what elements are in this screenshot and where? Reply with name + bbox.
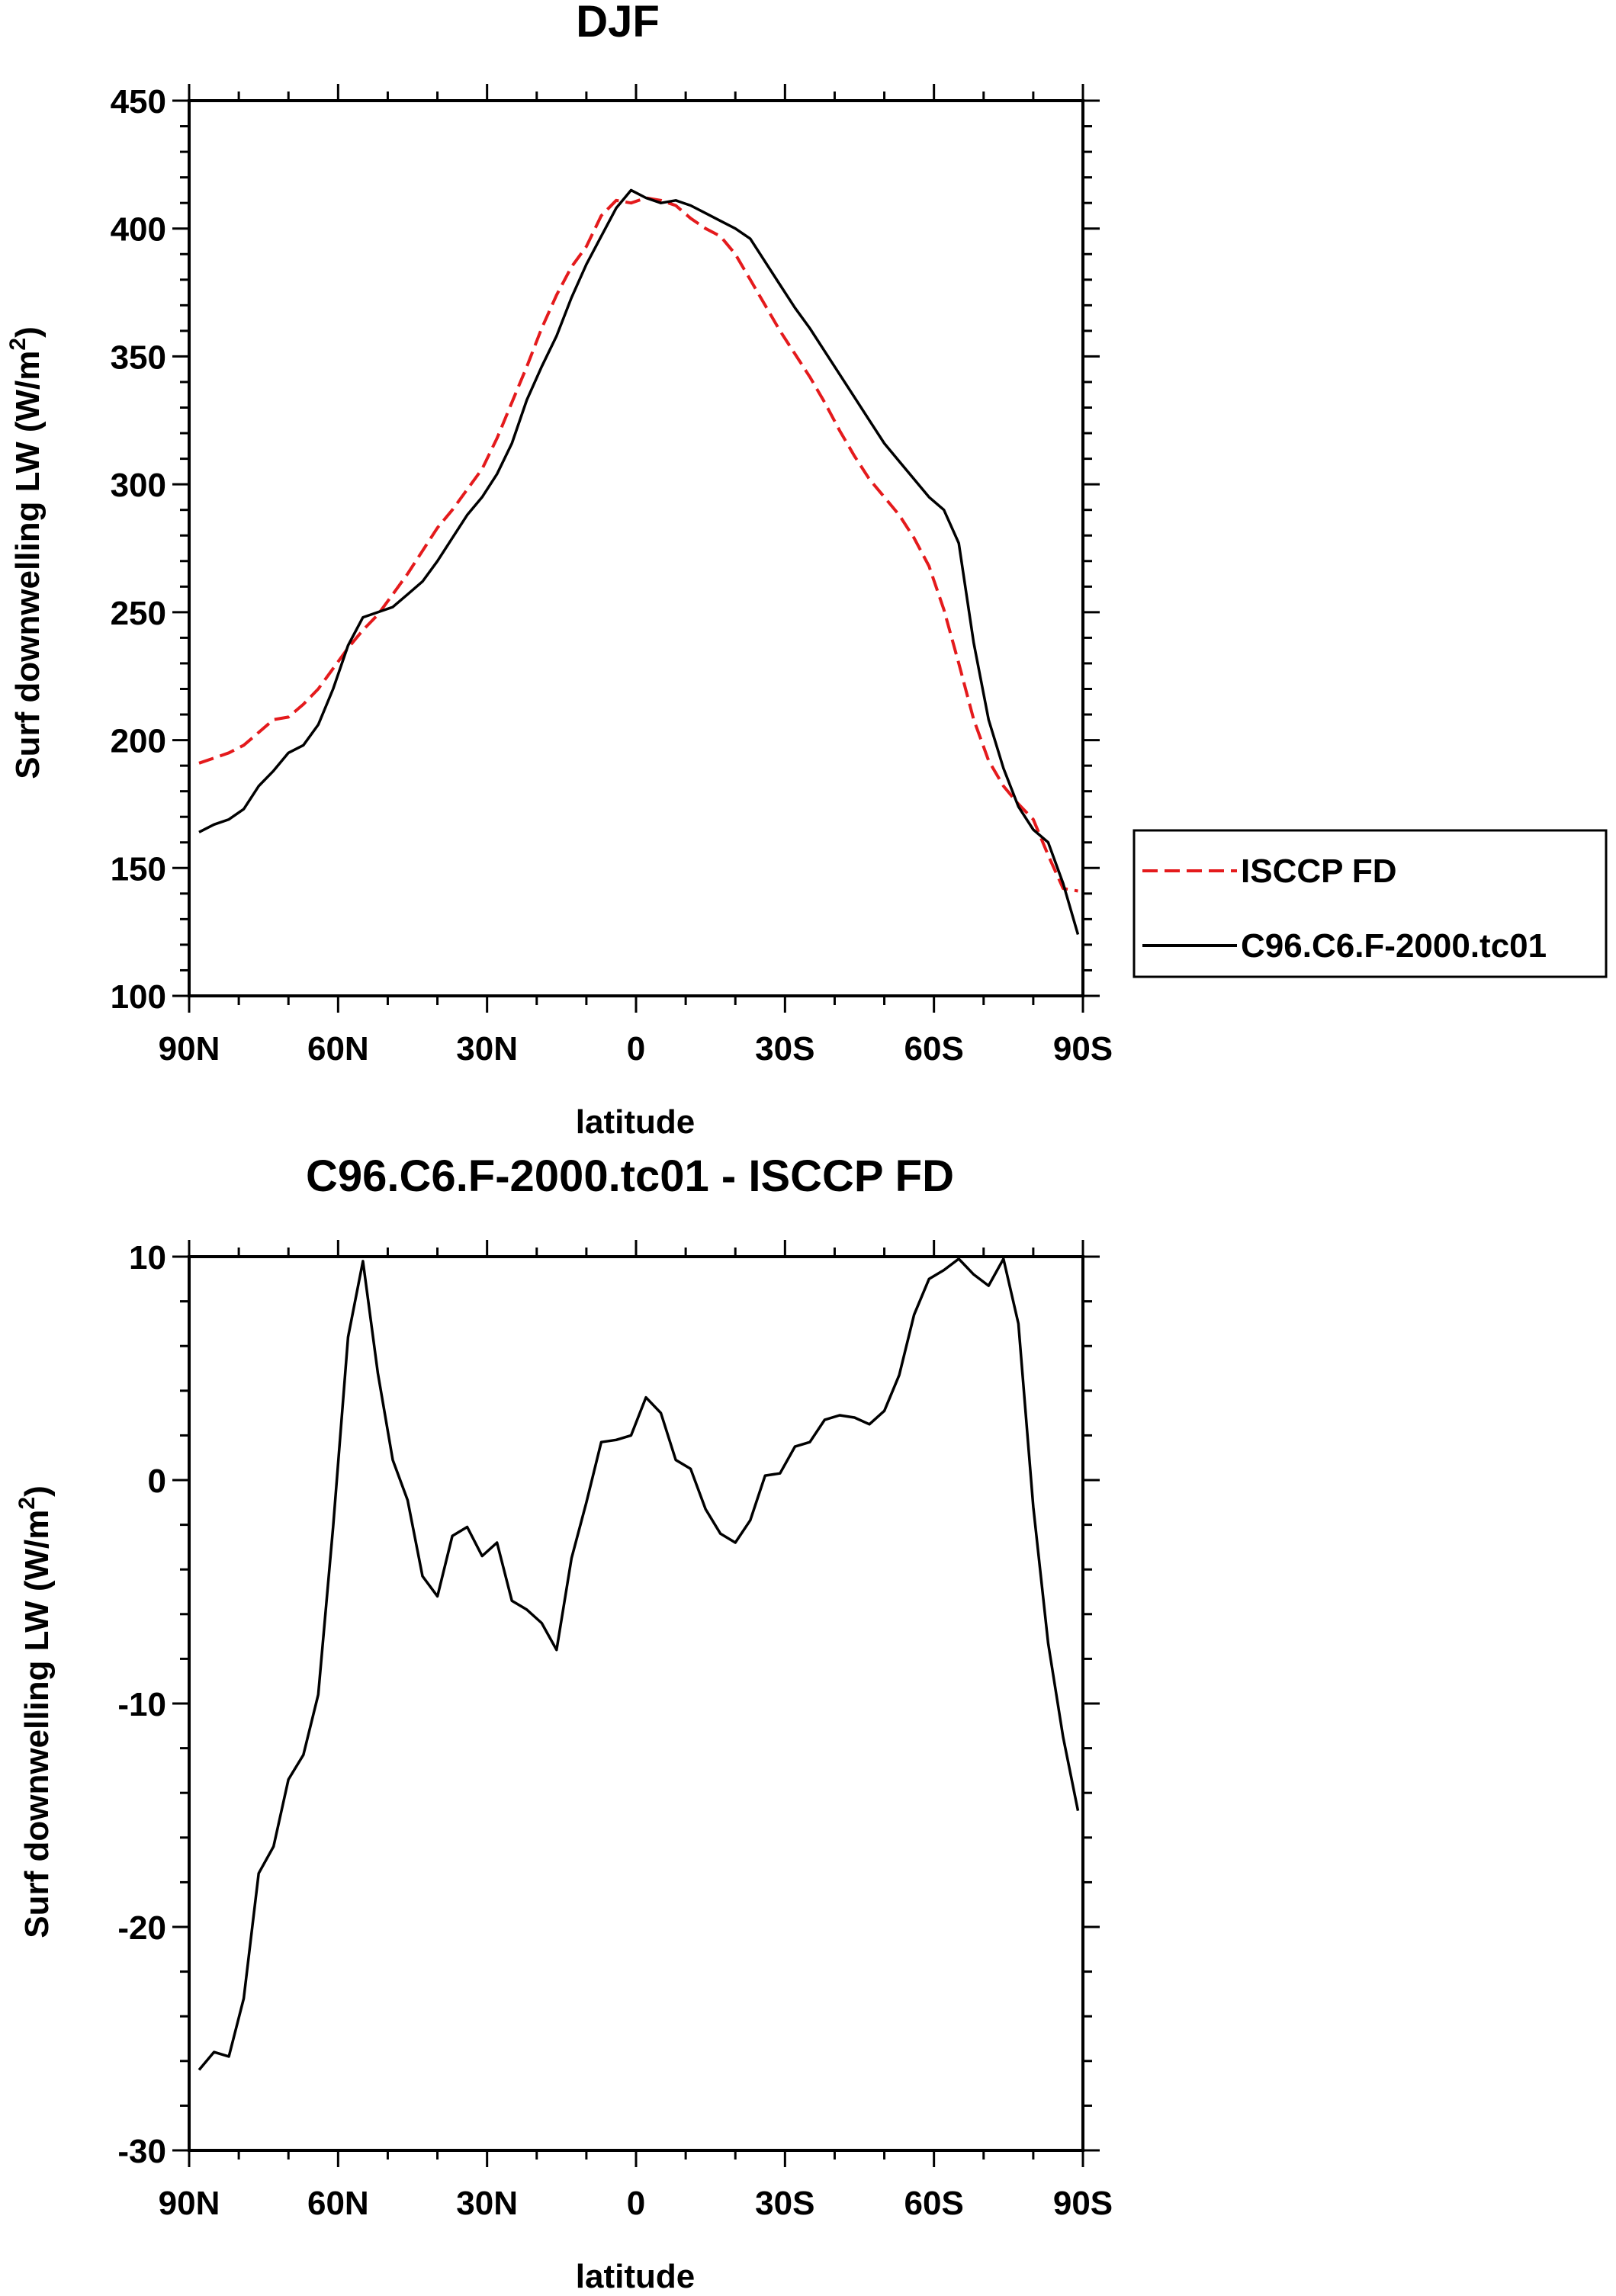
legend-box [1132, 829, 1608, 978]
x-axis-label: latitude [576, 1103, 695, 1141]
y-axis-label-sup: 2 [5, 338, 31, 351]
x-tick-label: 60S [904, 1030, 964, 1068]
x-tick-label: 0 [627, 1030, 645, 1068]
y-tick-label: 200 [111, 723, 166, 760]
x-tick-label: 60N [307, 2185, 369, 2222]
series-line-model [198, 188, 1080, 935]
series-line-difference [198, 1257, 1080, 2071]
plot-frame [188, 1255, 1084, 2152]
y-tick-label: -10 [117, 1686, 166, 1723]
y-axis-label-sup: 2 [14, 1497, 40, 1510]
y-tick-label: 0 [148, 1463, 166, 1500]
x-tick-label: 30N [456, 1030, 518, 1068]
y-tick-label: 250 [111, 595, 166, 632]
chart-title: C96.C6.F-2000.tc01 - ISCCP FD [306, 1151, 954, 1201]
series-line-isccp-fd [198, 196, 1078, 893]
x-tick-label: 90S [1053, 1030, 1113, 1068]
x-tick-label: 0 [627, 2185, 645, 2222]
x-tick-label: 30N [456, 2185, 518, 2222]
x-tick-label: 60S [904, 2185, 964, 2222]
tick-marks [172, 1240, 1100, 2167]
x-tick-label: 30S [755, 1030, 814, 1068]
chart-difference: C96.C6.F-2000.tc01 - ISCCP FD -30 -20 -10 0… [14, 1151, 1113, 2295]
plot-frame [188, 99, 1084, 997]
x-tick-label: 90N [159, 2185, 220, 2222]
y-axis-label-text: Surf downwelling LW (W/m [18, 1510, 56, 1938]
y-tick-label: 450 [111, 83, 166, 120]
y-tick-labels: 100 150 200 250 300 350 400 450 [111, 83, 166, 1016]
series-lines [198, 188, 1080, 935]
y-tick-label: -30 [117, 2133, 166, 2170]
x-tick-labels: 90N 60N 30N 0 30S 60S 90S [159, 1030, 1113, 1068]
legend-label-isccp-fd: ISCCP FD [1241, 853, 1397, 890]
chart-title: DJF [576, 0, 660, 47]
chart-djf: DJF 100 150 200 250 300 350 400 450 90N 60N 30N 0 3… [5, 0, 1113, 1141]
y-tick-label: 400 [111, 211, 166, 249]
x-tick-label: 60N [307, 1030, 369, 1068]
y-axis-label: Surf downwelling LW (W/m2) [14, 1485, 56, 1938]
y-tick-label: 350 [111, 339, 166, 376]
x-tick-label: 90N [159, 1030, 220, 1068]
x-tick-label: 90S [1053, 2185, 1113, 2222]
x-tick-label: 30S [755, 2185, 814, 2222]
y-axis-label-end: ) [18, 1485, 56, 1497]
y-axis-label-text: Surf downwelling LW (W/m [9, 351, 47, 779]
y-tick-label: 150 [111, 850, 166, 888]
y-axis-label: Surf downwelling LW (W/m2) [5, 326, 47, 779]
y-tick-label: 10 [129, 1239, 166, 1276]
legend-label-model: C96.C6.F-2000.tc01 [1241, 927, 1547, 965]
x-tick-labels: 90N 60N 30N 0 30S 60S 90S [159, 2185, 1113, 2222]
series-lines [198, 1257, 1080, 2071]
y-tick-labels: -30 -20 -10 0 10 [117, 1239, 166, 2170]
y-tick-label: 300 [111, 467, 166, 504]
legend: ISCCP FD C96.C6.F-2000.tc01 [1132, 829, 1608, 978]
y-tick-label: 100 [111, 978, 166, 1016]
x-axis-label: latitude [576, 2258, 695, 2295]
y-tick-label: -20 [117, 1909, 166, 1947]
y-axis-label-end: ) [9, 326, 47, 338]
